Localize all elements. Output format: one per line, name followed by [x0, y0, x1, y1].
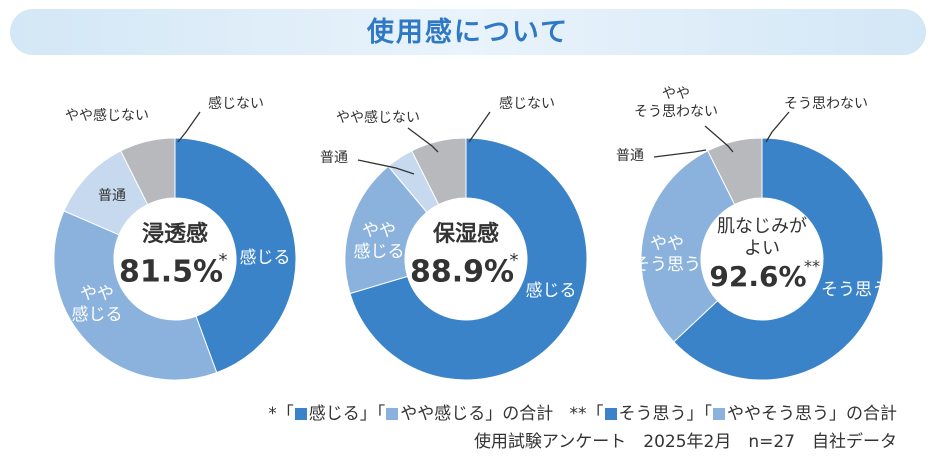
slice-label: そう思う	[633, 255, 701, 275]
leader-line	[468, 111, 491, 143]
mild-swatch	[386, 408, 399, 420]
center-title: 肌なじみが	[717, 216, 807, 237]
center-title: 保湿感	[432, 221, 499, 247]
slice-label: やや	[362, 221, 396, 241]
center-value: 81.5%	[119, 255, 223, 290]
strong-swatch	[604, 408, 617, 420]
slice-label: そう思う	[821, 280, 889, 300]
center-mark: *	[219, 250, 228, 271]
outside-label: 普通	[320, 150, 348, 166]
center-mark: *	[510, 250, 519, 271]
strong-swatch	[294, 408, 307, 420]
leader-line	[357, 159, 415, 175]
outside-label: そう思わない	[784, 96, 868, 112]
outside-label: やや	[662, 86, 690, 102]
leader-line	[177, 111, 201, 143]
donut-hole	[701, 198, 823, 320]
slice-label: 感じる	[240, 248, 291, 268]
center-mark: **	[804, 257, 820, 276]
leader-line	[765, 111, 790, 143]
leader-line	[704, 125, 734, 153]
footnote-source: 使用試験アンケート 2025年2月 n=27 自社データ	[473, 432, 897, 452]
mild-swatch	[713, 408, 725, 420]
outside-label: 普通	[616, 148, 644, 164]
footnote-legend: *「 感じる」「 やや感じる」の合計 **「 そう思う」「 ややそう思う」の合計	[268, 404, 897, 424]
center-title: 浸透感	[142, 221, 208, 247]
outside-label: やや感じない	[65, 107, 149, 124]
leader-line	[407, 127, 439, 153]
donut-hole	[114, 198, 236, 320]
leader-line	[653, 149, 707, 158]
outside-label: そう思わない	[634, 104, 718, 120]
slice-label: 普通	[98, 188, 126, 204]
footnote-mark-single: *	[268, 404, 277, 424]
center-value: 92.6%	[709, 260, 806, 293]
slice-label: 感じる	[526, 281, 577, 301]
donut-hole	[405, 198, 527, 320]
outside-label: 感じない	[499, 95, 555, 112]
slice-label: 感じる	[72, 305, 123, 325]
footnote-mark-double: **	[569, 404, 587, 424]
center-value: 88.9%	[410, 255, 514, 290]
page-title: 使用感について	[366, 17, 570, 48]
center-title: よい	[744, 238, 780, 259]
title-banner: 使用感について	[10, 9, 926, 55]
outside-label: やや感じない	[336, 109, 420, 126]
slice-label: やや	[650, 234, 684, 254]
outside-label: 感じない	[208, 95, 264, 112]
slice-label: やや	[80, 284, 114, 304]
slice-label: 感じる	[354, 242, 405, 262]
